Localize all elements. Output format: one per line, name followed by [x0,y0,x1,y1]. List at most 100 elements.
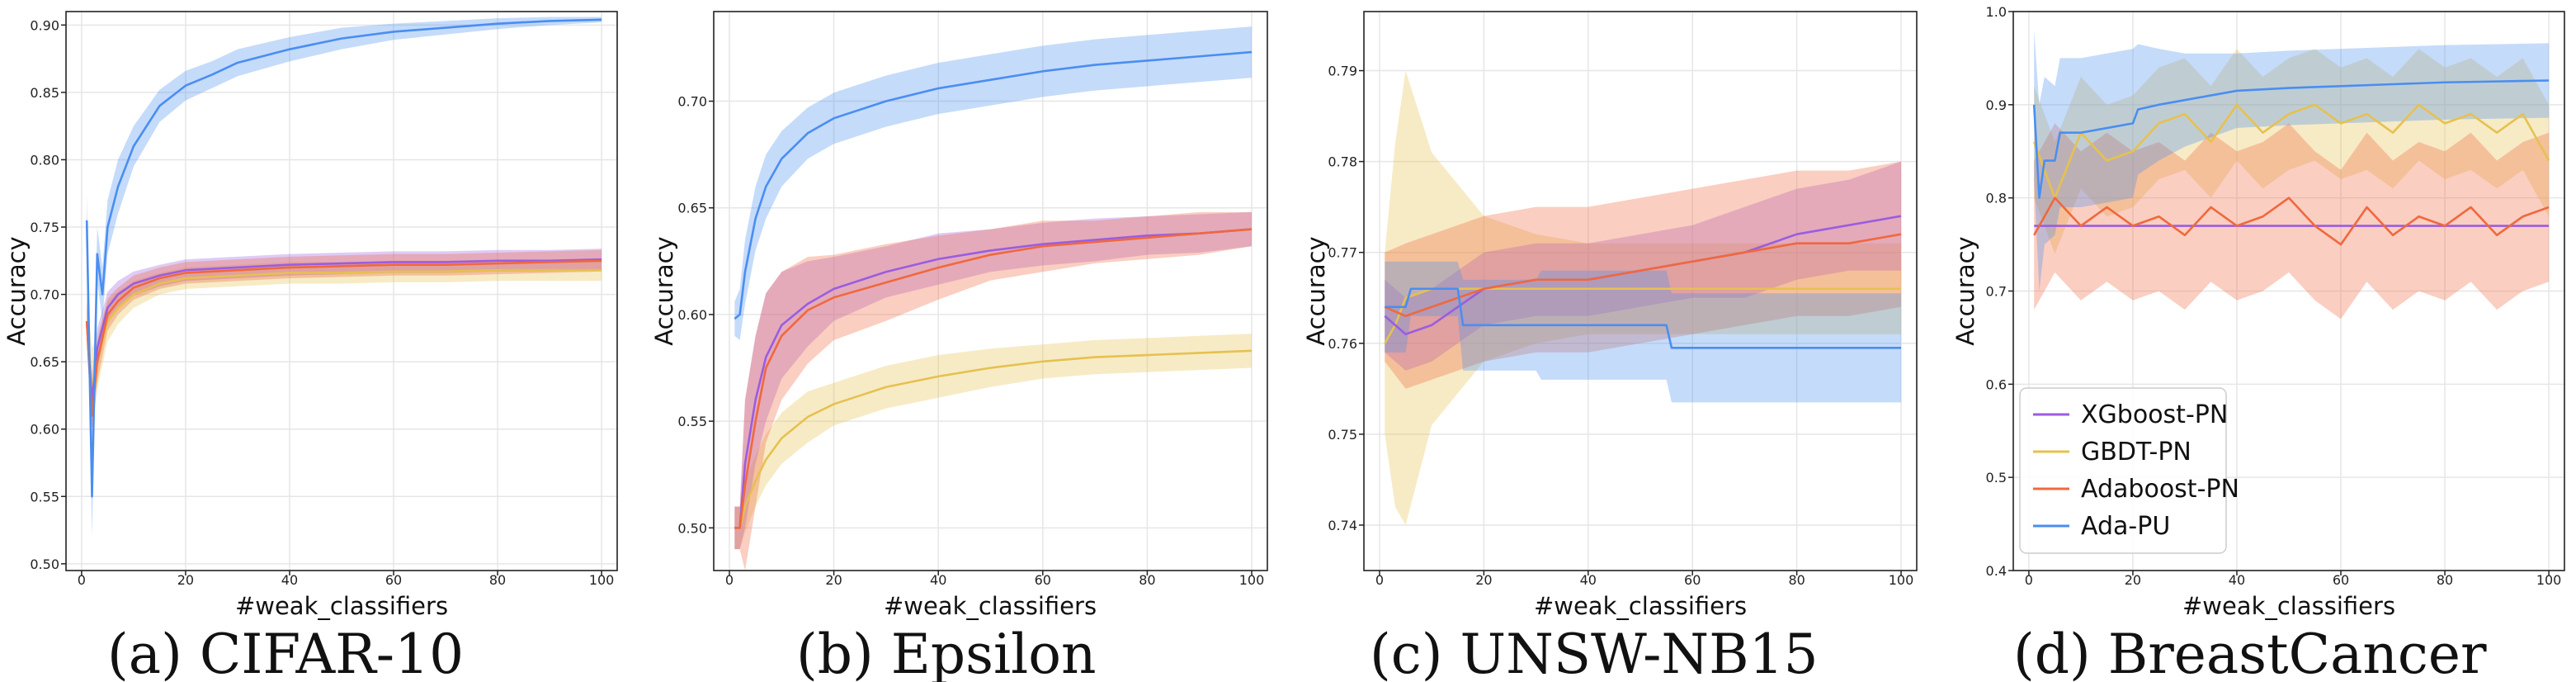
panel-caption: (b) Epsilon [796,623,1096,682]
y-tick-label: 0.65 [30,354,59,370]
series-line-2 [85,259,602,417]
legend-box [2019,387,2227,554]
y-tick-label: 0.65 [677,201,707,216]
x-tick-label: 100 [1239,572,1265,588]
panel-caption: (c) UNSW-NB15 [1370,623,1819,682]
series-line-2 [734,228,1253,529]
x-tick-label: 40 [281,572,298,588]
y-tick-label: 0.6 [1986,377,2007,392]
y-tick-label: 0.60 [677,307,707,323]
x-tick-label: 20 [825,572,842,588]
legend-entry: XGboost-PN [2081,400,2228,429]
x-tick-label: 60 [1035,572,1051,588]
y-tick-label: 0.75 [30,220,59,235]
grid [1364,12,1917,571]
series-line-0 [734,349,1253,529]
series-band-2 [1385,161,1902,389]
x-tick-label: 40 [2229,572,2245,588]
x-axis-label: #weak_classifiers [235,592,448,620]
plot-area [85,17,602,538]
series-line-2 [2033,197,2550,246]
x-tick-label: 80 [1139,572,1155,588]
series-line-1 [85,258,602,404]
x-tick-label: 0 [1375,572,1384,588]
x-tick-label: 0 [725,572,734,588]
x-tick-label: 0 [78,572,86,588]
x-tick-label: 40 [930,572,946,588]
chart-panel-2: 0 20 40 60 80 100 0.74 0.75 0.76 0.77 0.78 0.79 #wea… [1302,11,1918,682]
x-tick-label: 20 [2125,572,2141,588]
y-tick-label: 0.50 [677,520,707,536]
series-band-1 [2034,49,2550,254]
panel-caption: (d) BreastCancer [2013,623,2487,682]
y-tick-label: 0.77 [1328,245,1357,261]
x-tick-label: 0 [2025,572,2033,588]
axes-frame [713,11,1268,571]
x-tick-label: 100 [1889,572,1914,588]
series-line-1 [2032,103,2550,199]
x-tick-label: 20 [1475,572,1492,588]
series-line-3 [734,50,1253,320]
series-band-0 [87,259,602,429]
x-tick-label: 80 [2437,572,2453,588]
grid [66,12,617,571]
y-tick-label: 0.60 [30,422,59,438]
legend: XGboost-PN GBDT-PN Adaboost-PN Ada-PU [2019,387,2239,554]
panel-caption: (a) CIFAR-10 [107,623,464,682]
series-band-3 [1385,261,1902,403]
axes-frame [2012,11,2565,571]
x-tick-label: 40 [1580,572,1597,588]
axes-frame [1363,11,1918,571]
series-line-3 [2032,79,2550,199]
x-tick-label: 80 [1788,572,1805,588]
grid [714,12,1267,571]
series-band-3 [734,26,1253,340]
y-tick-label: 0.70 [30,287,59,303]
series-line-0 [1384,287,1902,344]
y-tick-label: 0.78 [1328,154,1357,170]
plot-area [734,26,1253,571]
x-tick-label: 100 [2536,572,2562,588]
y-tick-label: 0.76 [1328,336,1357,352]
y-tick-label: 0.85 [30,85,59,101]
series-line-3 [85,18,602,498]
series-line-3 [1385,287,1902,349]
plot-area [2032,30,2550,320]
x-tick-label: 60 [385,572,402,588]
y-tick-label: 0.50 [30,556,59,572]
y-tick-label: 0.9 [1986,97,2007,113]
y-tick-label: 0.55 [30,489,59,504]
chart-panel-1: 0 20 40 60 80 100 0.50 0.55 0.60 0.65 0.70 #weak_cl… [650,11,1268,682]
y-tick-label: 0.80 [30,152,59,168]
x-tick-label: 80 [489,572,506,588]
y-tick-label: 0.79 [1328,64,1357,79]
series-line-2 [1384,233,1902,318]
series-band-1 [1385,161,1902,371]
y-tick-label: 0.75 [1328,427,1357,443]
x-tick-label: 60 [2333,572,2349,588]
y-axis-label: Accuracy [650,236,678,345]
y-tick-label: 0.4 [1986,563,2007,579]
y-axis-label: Accuracy [2,236,31,345]
plot-area [1384,70,1902,525]
chart-panel-3: 0 20 40 60 80 100 0.4 0.5 0.6 0.7 0.8 0.9 1.0 #weak_c… [1951,4,2565,682]
series-band-1 [734,211,1253,550]
y-tick-label: 0.70 [677,94,707,110]
y-tick-label: 1.0 [1986,4,2007,20]
y-axis-label: Accuracy [1302,236,1330,345]
y-tick-label: 0.8 [1986,191,2007,206]
series-band-2 [734,211,1253,571]
x-axis-label: #weak_classifiers [1534,592,1747,620]
series-line-1 [734,228,1253,529]
series-band-1 [87,249,602,429]
x-tick-label: 100 [589,572,615,588]
y-tick-label: 0.5 [1986,470,2007,485]
series-band-0 [1385,70,1902,525]
x-tick-label: 20 [177,572,194,588]
y-tick-label: 0.55 [677,414,707,429]
chart-panel-0: 0 20 40 60 80 100 0.50 0.55 0.60 0.65 0.70 0.75 0.80… [2,11,618,682]
y-axis-label: Accuracy [1951,236,1979,345]
legend-entry: GBDT-PN [2081,438,2191,467]
legend-entry: Adaboost-PN [2081,475,2239,504]
